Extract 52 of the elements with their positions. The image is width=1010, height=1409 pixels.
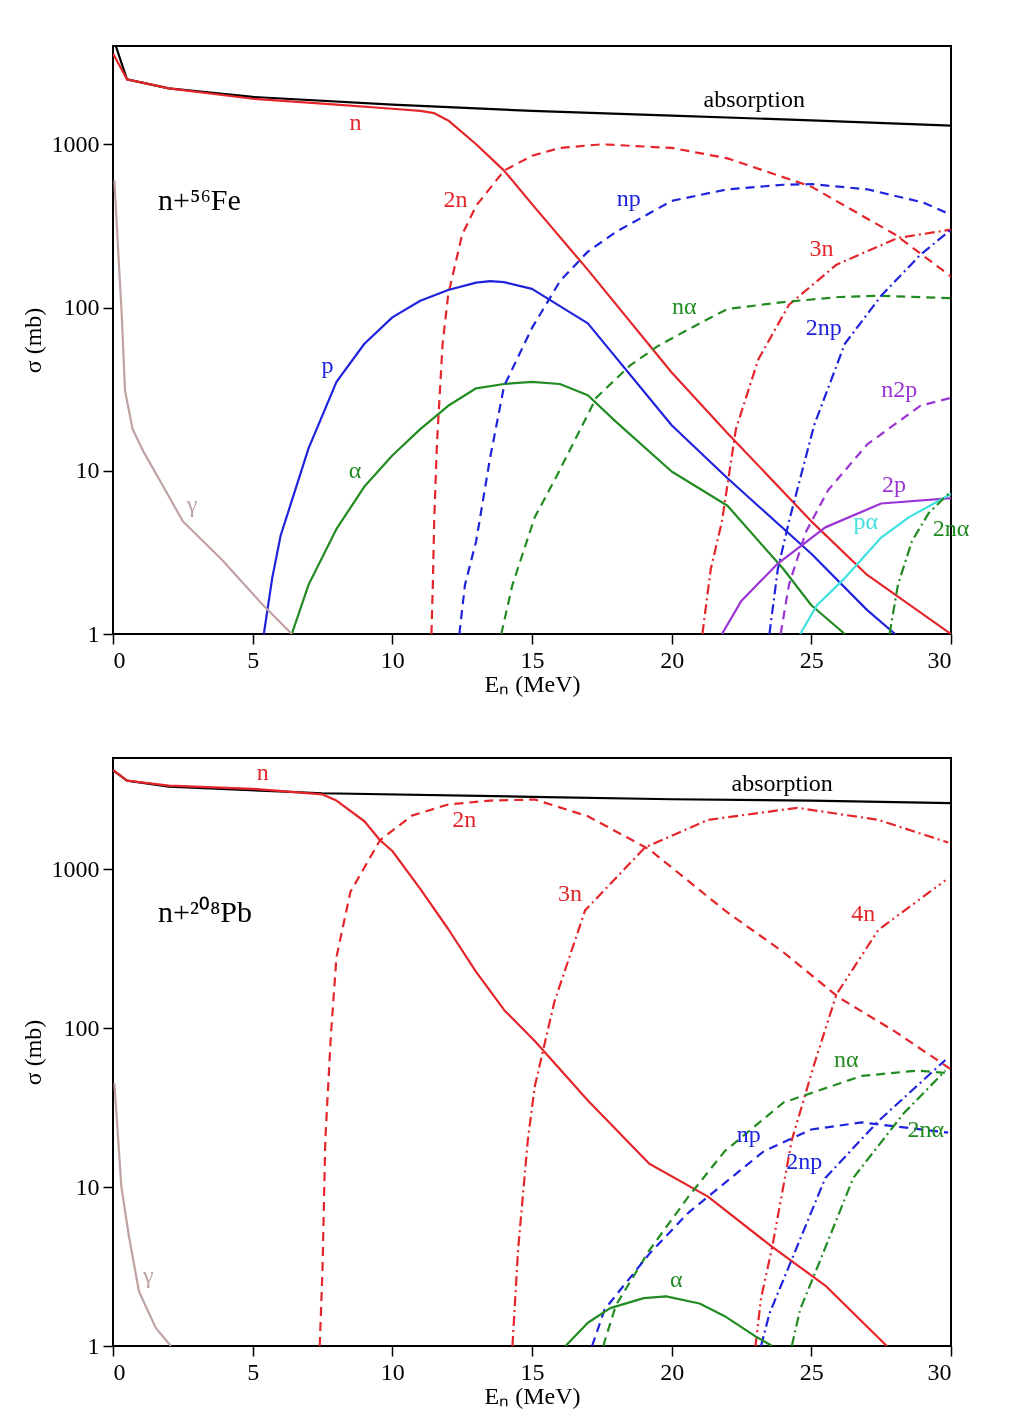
annotation: 2p bbox=[882, 471, 907, 498]
annotation: 2n bbox=[443, 185, 468, 212]
x-tick-label: 10 bbox=[380, 1358, 405, 1385]
annotation: 4n bbox=[851, 899, 876, 926]
y-tick-label: 1000 bbox=[51, 130, 100, 157]
x-tick-label: 0 bbox=[113, 646, 126, 673]
y-axis-title: σ (mb) bbox=[19, 307, 46, 374]
y-tick-label: 10 bbox=[75, 1173, 100, 1200]
annotation: γ bbox=[185, 491, 198, 518]
x-tick-label: 20 bbox=[660, 1358, 685, 1385]
x-tick-label: 30 bbox=[927, 1358, 952, 1385]
annotation: nα bbox=[672, 293, 698, 320]
annotation: 3n bbox=[809, 234, 834, 261]
y-axis-title: σ (mb) bbox=[19, 1019, 46, 1086]
annotation: absorption bbox=[703, 86, 805, 113]
annotation: p bbox=[321, 351, 334, 378]
x-tick-label: 15 bbox=[520, 646, 545, 673]
x-tick-label: 15 bbox=[520, 1358, 545, 1385]
annotation: α bbox=[348, 456, 362, 483]
annotation: 2np bbox=[786, 1147, 823, 1174]
x-tick-label: 5 bbox=[247, 646, 260, 673]
x-axis-title: Eₙ (MeV) bbox=[484, 670, 581, 697]
annotation: pα bbox=[853, 507, 879, 534]
x-tick-label: 10 bbox=[380, 646, 405, 673]
annotation: 2n bbox=[452, 806, 477, 833]
x-tick-label: 25 bbox=[799, 1358, 824, 1385]
x-axis-title: Eₙ (MeV) bbox=[484, 1382, 581, 1409]
annotation: α bbox=[670, 1266, 684, 1293]
y-tick-label: 1 bbox=[87, 1332, 100, 1359]
annotation: 2nα bbox=[907, 1115, 945, 1142]
y-tick-label: 1 bbox=[87, 620, 100, 647]
x-tick-label: 25 bbox=[799, 646, 824, 673]
annotation: γ bbox=[141, 1261, 154, 1288]
x-tick-label: 30 bbox=[927, 646, 952, 673]
y-tick-label: 1000 bbox=[51, 855, 100, 882]
y-tick-label: 10 bbox=[75, 457, 100, 484]
x-tick-label: 5 bbox=[247, 1358, 260, 1385]
x-tick-label: 0 bbox=[113, 1358, 126, 1385]
text: n+⁵⁶Fe bbox=[158, 183, 241, 216]
annotation: absorption bbox=[731, 769, 833, 796]
y-tick-label: 100 bbox=[63, 1014, 100, 1041]
annotation: nα bbox=[834, 1045, 860, 1072]
annotation: 3n bbox=[558, 880, 583, 907]
annotation: np bbox=[616, 184, 641, 211]
annotation: n bbox=[349, 108, 362, 135]
annotation: np bbox=[736, 1121, 761, 1148]
text: n+²⁰⁸Pb bbox=[158, 895, 253, 928]
annotation: n bbox=[256, 758, 269, 785]
y-tick-label: 100 bbox=[63, 294, 100, 321]
annotation: 2np bbox=[805, 313, 842, 340]
annotation: n2p bbox=[881, 375, 918, 402]
x-tick-label: 20 bbox=[660, 646, 685, 673]
